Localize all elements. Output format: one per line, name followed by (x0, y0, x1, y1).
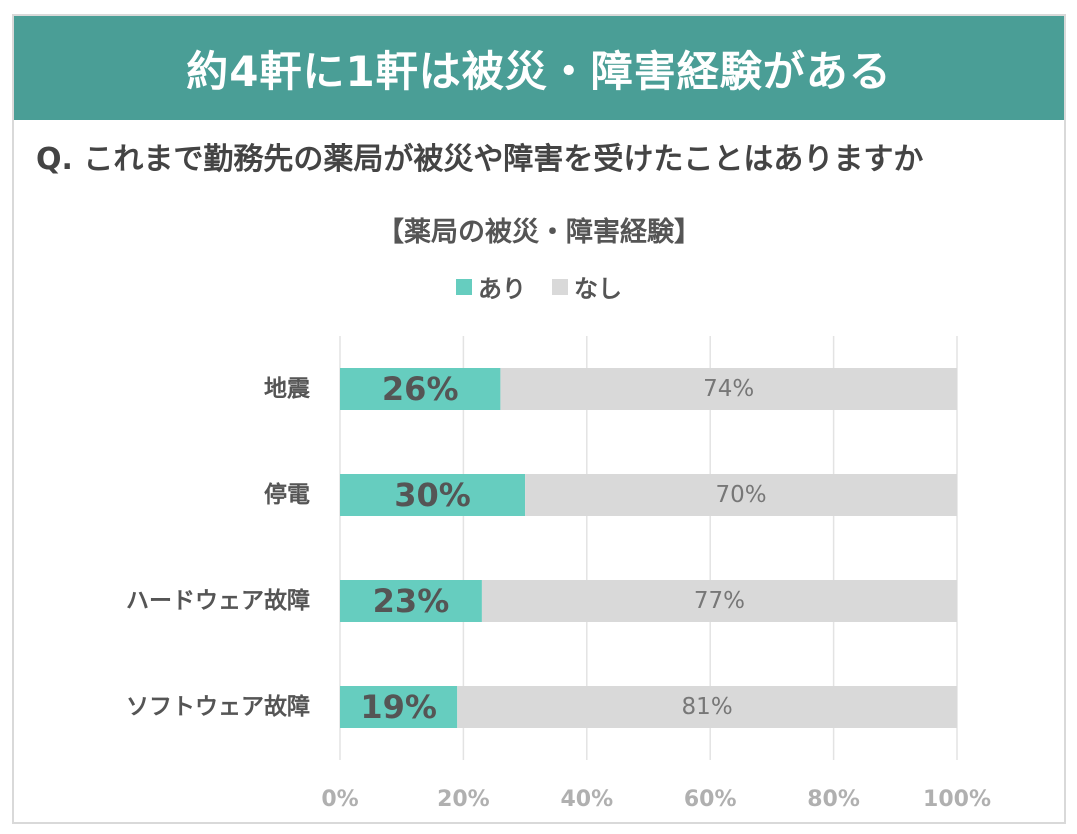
legend-label-no: なし (574, 275, 622, 303)
data-label-yes: 26% (382, 370, 459, 408)
data-label-no: 81% (682, 694, 733, 720)
x-tick-label: 60% (684, 787, 737, 812)
legend-label-yes: あり (478, 275, 526, 303)
x-tick-label: 80% (807, 787, 860, 812)
category-label: ソフトウェア故障 (126, 693, 310, 720)
data-label-no: 70% (715, 482, 766, 508)
category-label: 停電 (264, 481, 310, 508)
data-label-no: 77% (694, 588, 745, 614)
legend-swatch-yes (456, 278, 472, 295)
chart-title: 【薬局の被災・障害経験】 (377, 217, 701, 248)
bar-segment-no (525, 474, 957, 516)
data-label-yes: 30% (394, 476, 471, 514)
bar-segment-yes (340, 686, 458, 728)
data-label-no: 74% (703, 376, 754, 402)
banner-title: 約4軒に1軒は被災・障害経験がある (14, 16, 1064, 120)
x-tick-label: 100% (923, 787, 991, 812)
bar-segment-no (457, 686, 957, 728)
bar-segment-yes (340, 368, 501, 410)
data-label-yes: 23% (373, 582, 450, 620)
x-tick-label: 0% (321, 787, 358, 812)
legend: あり なし (14, 269, 1064, 304)
question-text: Q. これまで勤務先の薬局が被災や障害を受けたことはありますか (36, 142, 924, 177)
data-label-yes: 19% (360, 688, 437, 726)
legend-item-yes: あり (456, 269, 526, 304)
x-tick-label: 40% (560, 787, 613, 812)
legend-swatch-no (552, 278, 568, 295)
bar-segment-no (500, 368, 957, 410)
category-label: ハードウェア故障 (126, 587, 310, 614)
bar-segment-no (481, 580, 957, 622)
x-tick-label: 20% (437, 787, 490, 812)
bar-segment-yes (340, 580, 482, 622)
legend-item-no: なし (552, 269, 622, 304)
category-label: 地震 (264, 376, 311, 402)
bar-segment-yes (340, 474, 526, 516)
